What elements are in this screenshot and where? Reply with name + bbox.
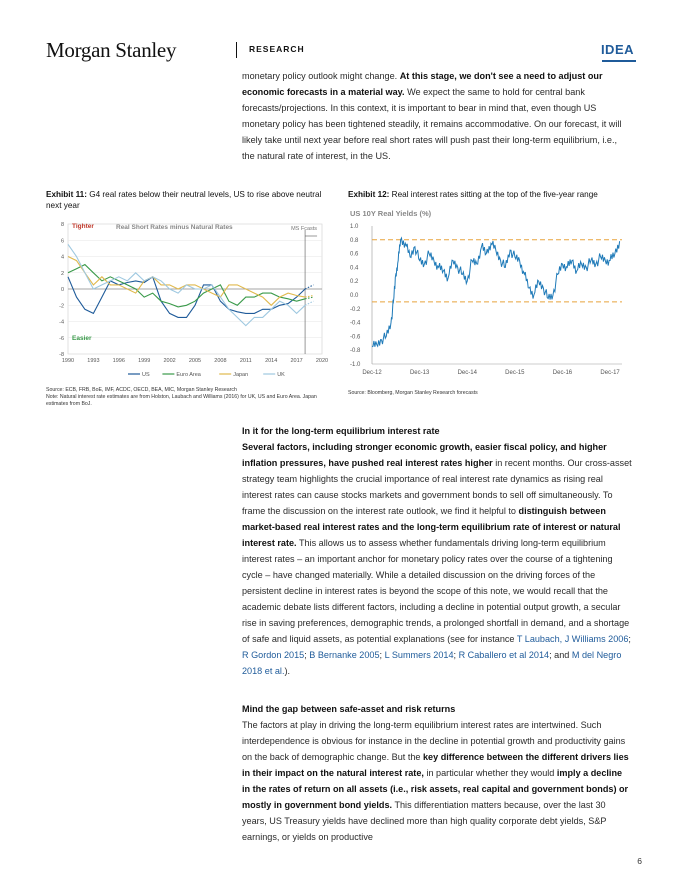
- legend-label: Japan: [233, 372, 248, 378]
- legend-label: Euro Area: [176, 372, 201, 378]
- series-line-real-yield: [371, 236, 621, 348]
- x-tick-label: 1990: [62, 358, 74, 364]
- section-safe-asset-gap: Mind the gap between safe-asset and risk…: [242, 701, 632, 845]
- ref-del-negro[interactable]: M del Negro 2018 et al.: [242, 650, 622, 676]
- idea-tag: IDEA: [600, 42, 634, 57]
- section-equilibrium-rate: In it for the long-term equilibrium inte…: [242, 423, 632, 679]
- y-tick-label: 0.6: [350, 252, 359, 258]
- y-tick-label: -0.6: [350, 334, 361, 340]
- x-tick-label: Dec-13: [410, 370, 430, 376]
- exhibit-12-source: Source: Bloomberg, Morgan Stanley Resear…: [348, 390, 478, 396]
- x-tick-label: Dec-15: [505, 370, 525, 376]
- y-tick-label: -2: [59, 303, 64, 309]
- exhibit-11-chart: 8 6 4 2 0 -2 -4 -6 -8 1990 1993 1996 1999 2002 2005 200…: [34, 216, 334, 382]
- x-tick-label: Dec-14: [458, 370, 478, 376]
- ref-summers[interactable]: L Summers 2014: [384, 650, 454, 660]
- x-tick-label: 2020: [316, 358, 328, 364]
- series-forecast-uk: [304, 300, 314, 306]
- ref-laubach-williams[interactable]: T Laubach, J Williams 2006: [516, 634, 629, 644]
- y-tick-label: 8: [61, 222, 64, 228]
- header-separator: [236, 42, 237, 58]
- page-header: Morgan Stanley RESEARCH IDEA: [46, 38, 636, 68]
- x-tick-label: 1993: [87, 358, 99, 364]
- x-tick-label: 2017: [290, 358, 302, 364]
- series-forecast-euro-area: [304, 296, 314, 300]
- research-label: RESEARCH: [249, 44, 305, 54]
- section-1-paragraph: Several factors, including stronger econ…: [242, 442, 632, 676]
- legend-label: US: [142, 372, 150, 378]
- x-tick-label: 2011: [240, 358, 252, 364]
- tighter-label: Tighter: [72, 223, 94, 230]
- y-tick-label: 1.0: [350, 224, 359, 230]
- chart-12-title: US 10Y Real Yields (%): [350, 209, 432, 218]
- series-line-uk: [67, 243, 306, 327]
- y-tick-label: 4: [61, 255, 64, 261]
- exhibit-11-source: Source: ECB, FRB, BoE, IMF, ACDC, OECD, …: [46, 387, 317, 407]
- x-tick-label: 1996: [113, 358, 125, 364]
- ref-gordon[interactable]: R Gordon 2015: [242, 650, 305, 660]
- series-forecast-us: [304, 284, 314, 290]
- y-tick-label: -0.4: [350, 321, 361, 327]
- intro-paragraph: monetary policy outlook might change. At…: [242, 71, 622, 161]
- section-1-heading: In it for the long-term equilibrium inte…: [242, 426, 440, 436]
- x-tick-label: 2005: [189, 358, 201, 364]
- y-tick-label: -6: [59, 336, 64, 342]
- series-line-us: [67, 275, 306, 318]
- exhibit-12-title: Exhibit 12: Real interest rates sitting …: [348, 190, 598, 199]
- y-tick-label: -8: [59, 352, 64, 358]
- x-tick-label: 2002: [163, 358, 175, 364]
- y-tick-label: 0.8: [350, 238, 359, 244]
- y-tick-label: 0.0: [350, 293, 359, 299]
- series-line-euro-area: [67, 263, 306, 308]
- section-2-paragraph: The factors at play in driving the long-…: [242, 720, 629, 842]
- y-tick-label: -0.2: [350, 307, 361, 313]
- easier-label: Easier: [72, 335, 92, 342]
- series-forecast-japan: [304, 294, 314, 298]
- y-tick-label: 2: [61, 271, 64, 277]
- chart-11-title: Real Short Rates minus Natural Rates: [116, 224, 233, 231]
- y-tick-label: -1.0: [350, 362, 361, 368]
- x-tick-label: Dec-16: [553, 370, 573, 376]
- y-tick-label: -0.8: [350, 348, 361, 354]
- x-tick-label: 2008: [214, 358, 226, 364]
- legend-label: UK: [277, 372, 285, 378]
- exhibit-12-chart: US 10Y Real Yields (%) 1.0 0.8 0.6 0.4 0.2 0.0…: [344, 204, 634, 384]
- ref-caballero[interactable]: R Caballero et al 2014: [458, 650, 550, 660]
- section-2-heading: Mind the gap between safe-asset and risk…: [242, 704, 456, 714]
- exhibit-11-title: Exhibit 11: G4 real rates below their ne…: [46, 190, 322, 210]
- x-tick-label: 1999: [138, 358, 150, 364]
- y-tick-label: -4: [59, 320, 64, 326]
- exhibit-12-svg: US 10Y Real Yields (%) 1.0 0.8 0.6 0.4 0.2 0.0…: [350, 209, 622, 376]
- idea-underline: [602, 60, 636, 62]
- ref-bernanke[interactable]: B Bernanke 2005: [309, 650, 380, 660]
- morgan-stanley-logo: Morgan Stanley: [46, 38, 177, 62]
- x-tick-label: Dec-17: [600, 370, 620, 376]
- y-tick-label: 0.4: [350, 265, 359, 271]
- x-tick-label: Dec-12: [362, 370, 382, 376]
- y-tick-label: 0: [61, 287, 64, 293]
- page-number: 6: [637, 856, 642, 866]
- forecast-label: MS Fcasts: [291, 226, 317, 232]
- y-tick-label: 0.2: [350, 279, 359, 285]
- series-line-japan: [67, 256, 306, 307]
- x-tick-label: 2014: [265, 358, 277, 364]
- y-tick-label: 6: [61, 238, 64, 244]
